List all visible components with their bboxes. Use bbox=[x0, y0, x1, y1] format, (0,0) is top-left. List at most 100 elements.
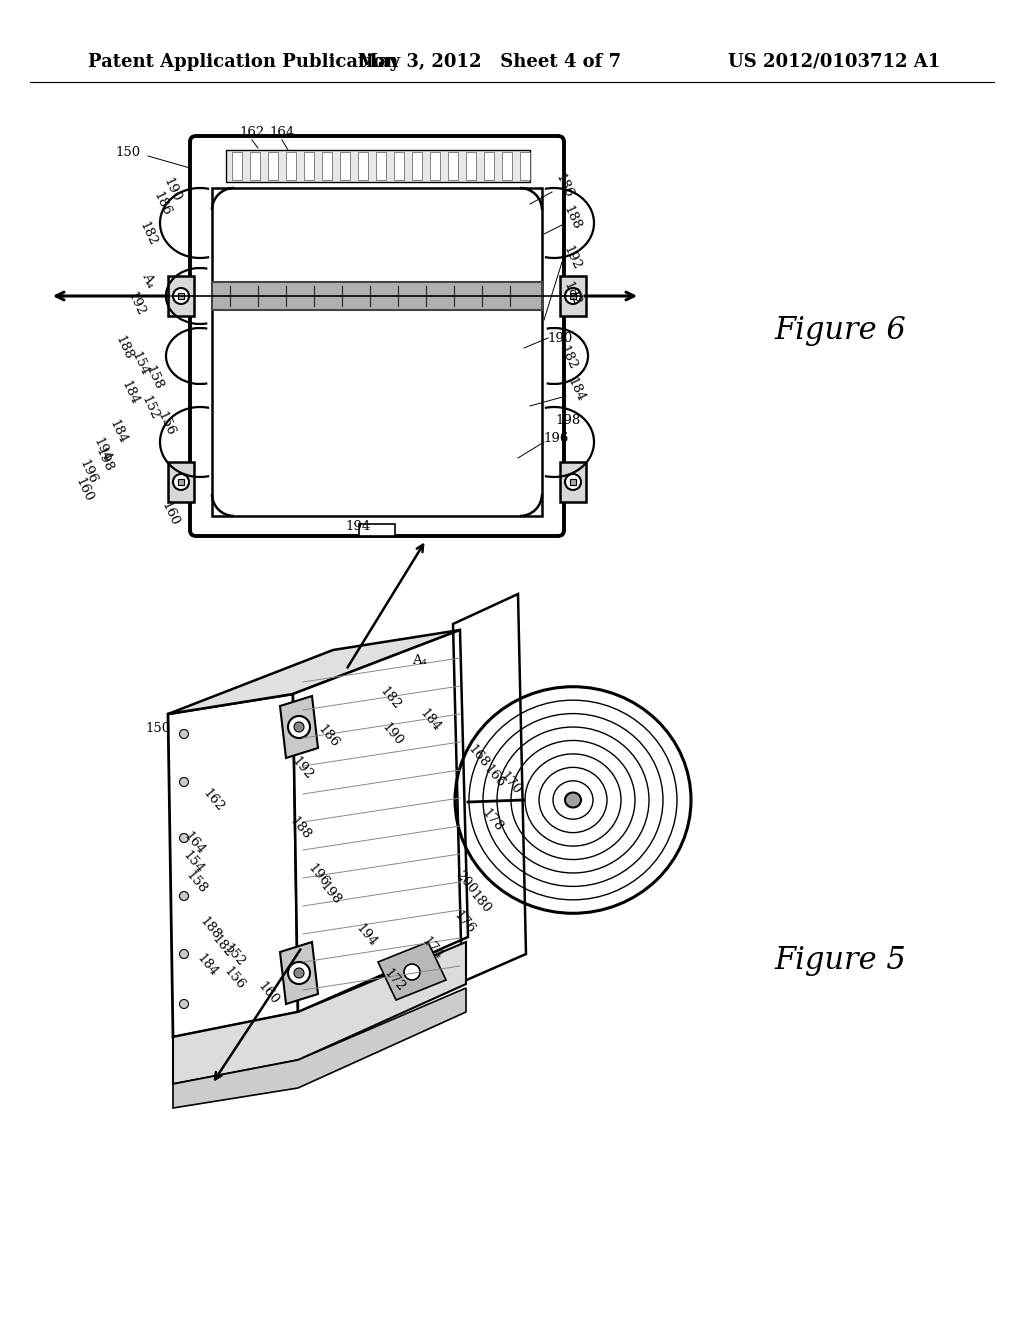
Text: 196: 196 bbox=[544, 432, 568, 445]
Text: 166: 166 bbox=[481, 762, 507, 789]
Text: 184: 184 bbox=[565, 376, 587, 404]
Text: 186: 186 bbox=[151, 190, 173, 218]
Text: 198: 198 bbox=[93, 446, 116, 474]
Text: 188: 188 bbox=[287, 814, 313, 842]
Circle shape bbox=[179, 833, 188, 842]
Text: 160: 160 bbox=[159, 500, 181, 528]
Text: 192: 192 bbox=[289, 754, 315, 781]
Circle shape bbox=[173, 288, 189, 304]
Text: 180: 180 bbox=[467, 888, 493, 916]
Polygon shape bbox=[173, 942, 466, 1084]
Text: 184: 184 bbox=[106, 418, 129, 446]
Text: 196: 196 bbox=[77, 458, 99, 486]
Circle shape bbox=[288, 962, 310, 983]
Bar bbox=[560, 462, 586, 502]
Bar bbox=[168, 276, 194, 315]
Text: 194: 194 bbox=[353, 921, 379, 949]
Polygon shape bbox=[293, 682, 336, 714]
Text: 168: 168 bbox=[465, 742, 492, 770]
Text: 184: 184 bbox=[119, 379, 141, 407]
Text: Patent Application Publication: Patent Application Publication bbox=[88, 53, 398, 71]
Bar bbox=[304, 152, 314, 180]
Text: 190: 190 bbox=[548, 331, 572, 345]
Polygon shape bbox=[280, 942, 318, 1005]
Text: 172: 172 bbox=[381, 966, 408, 994]
Bar bbox=[570, 479, 575, 484]
Bar bbox=[232, 152, 242, 180]
Text: 186: 186 bbox=[315, 722, 341, 750]
FancyBboxPatch shape bbox=[190, 136, 564, 536]
Bar bbox=[520, 152, 530, 180]
Text: 194: 194 bbox=[91, 436, 114, 465]
Circle shape bbox=[404, 964, 420, 979]
Text: 190: 190 bbox=[161, 176, 183, 205]
Bar bbox=[359, 524, 395, 536]
Text: 182: 182 bbox=[377, 684, 403, 711]
Bar bbox=[466, 152, 476, 180]
Text: 176: 176 bbox=[451, 908, 477, 936]
Bar bbox=[168, 462, 194, 502]
Text: 188: 188 bbox=[197, 915, 223, 941]
Circle shape bbox=[294, 722, 304, 733]
Bar bbox=[286, 152, 296, 180]
Polygon shape bbox=[378, 942, 446, 1001]
Circle shape bbox=[294, 968, 304, 978]
Ellipse shape bbox=[565, 792, 581, 808]
Text: 198: 198 bbox=[555, 413, 581, 426]
Text: 192: 192 bbox=[125, 290, 147, 318]
Text: 184: 184 bbox=[417, 706, 443, 734]
Bar bbox=[178, 293, 184, 300]
Circle shape bbox=[179, 999, 188, 1008]
Bar bbox=[376, 152, 386, 180]
Bar bbox=[212, 187, 542, 516]
Text: 152: 152 bbox=[139, 393, 161, 422]
Text: 156: 156 bbox=[155, 409, 177, 438]
Bar bbox=[394, 152, 404, 180]
Text: 188: 188 bbox=[113, 334, 135, 362]
Bar bbox=[570, 293, 575, 300]
Text: 196: 196 bbox=[305, 861, 331, 888]
Bar bbox=[178, 479, 184, 484]
Bar bbox=[358, 152, 368, 180]
Text: May 3, 2012   Sheet 4 of 7: May 3, 2012 Sheet 4 of 7 bbox=[358, 53, 622, 71]
Circle shape bbox=[179, 777, 188, 787]
Bar bbox=[226, 150, 530, 182]
Text: 158: 158 bbox=[142, 364, 165, 392]
Circle shape bbox=[288, 715, 310, 738]
Text: 182: 182 bbox=[561, 280, 584, 308]
Text: 150: 150 bbox=[145, 722, 171, 734]
Text: 200: 200 bbox=[453, 869, 479, 896]
Text: 170: 170 bbox=[497, 770, 523, 797]
Bar bbox=[268, 152, 278, 180]
Text: 190: 190 bbox=[379, 721, 406, 748]
Circle shape bbox=[565, 288, 581, 304]
Text: Figure 5: Figure 5 bbox=[774, 945, 906, 975]
Bar bbox=[340, 152, 350, 180]
Text: 150: 150 bbox=[116, 145, 140, 158]
Polygon shape bbox=[168, 694, 298, 1038]
Bar bbox=[484, 152, 494, 180]
Circle shape bbox=[173, 474, 189, 490]
Circle shape bbox=[565, 474, 581, 490]
Text: 160: 160 bbox=[73, 475, 95, 504]
Text: 188: 188 bbox=[561, 203, 584, 232]
Text: A₄: A₄ bbox=[413, 653, 427, 667]
Text: 198: 198 bbox=[316, 879, 343, 907]
Text: 182: 182 bbox=[137, 220, 159, 248]
Bar bbox=[502, 152, 512, 180]
Bar bbox=[560, 276, 586, 315]
Text: A₄: A₄ bbox=[139, 271, 157, 289]
Bar bbox=[250, 152, 260, 180]
Text: 182: 182 bbox=[209, 932, 236, 960]
Text: US 2012/0103712 A1: US 2012/0103712 A1 bbox=[728, 53, 940, 71]
Text: 154: 154 bbox=[180, 849, 206, 875]
Circle shape bbox=[179, 891, 188, 900]
Polygon shape bbox=[173, 987, 466, 1107]
Text: 152: 152 bbox=[221, 941, 247, 969]
Bar bbox=[212, 282, 542, 310]
Circle shape bbox=[179, 949, 188, 958]
Text: 164: 164 bbox=[269, 127, 295, 140]
Circle shape bbox=[179, 730, 188, 738]
Bar bbox=[412, 152, 422, 180]
Text: 158: 158 bbox=[183, 869, 209, 896]
